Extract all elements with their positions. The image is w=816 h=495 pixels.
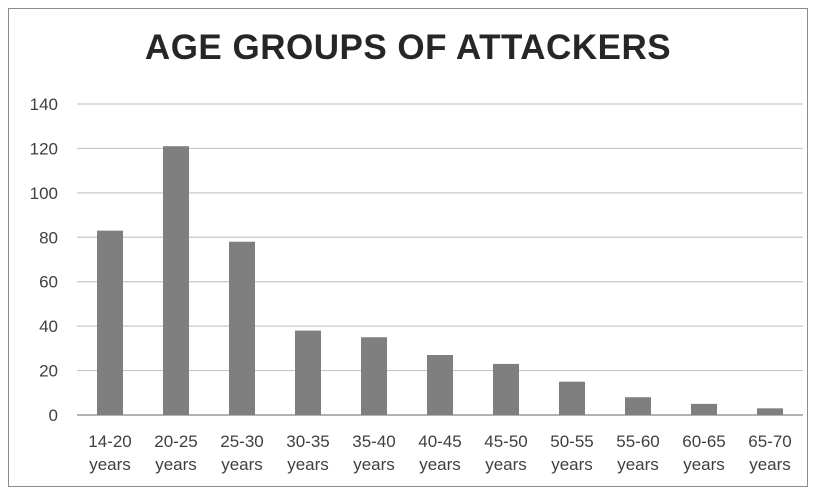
x-tick-label: 20-25 xyxy=(154,432,197,451)
x-tick-label: 60-65 xyxy=(682,432,725,451)
y-tick-label: 120 xyxy=(30,139,58,158)
y-tick-label: 0 xyxy=(49,406,58,425)
y-axis-ticks: 0 20 40 60 80 100 120 140 xyxy=(30,95,58,425)
x-tick-label: years xyxy=(617,455,659,474)
x-tick-label: 25-30 xyxy=(220,432,263,451)
y-tick-label: 80 xyxy=(39,228,58,247)
x-tick-label: years xyxy=(419,455,461,474)
x-tick-label: 45-50 xyxy=(484,432,527,451)
x-tick-label: years xyxy=(683,455,725,474)
x-tick-label: 35-40 xyxy=(352,432,395,451)
x-tick-label: 65-70 xyxy=(748,432,791,451)
x-tick-label: years xyxy=(353,455,395,474)
bar xyxy=(559,382,585,415)
x-tick-label: years xyxy=(155,455,197,474)
y-tick-label: 20 xyxy=(39,362,58,381)
x-tick-label: 55-60 xyxy=(616,432,659,451)
bar xyxy=(361,337,387,415)
bar xyxy=(757,408,783,415)
y-tick-label: 100 xyxy=(30,184,58,203)
x-tick-label: years xyxy=(749,455,791,474)
x-tick-label: 50-55 xyxy=(550,432,593,451)
bar xyxy=(625,397,651,415)
x-axis-ticks: 14-20 years 20-25 years 25-30 years 30-35 years… xyxy=(88,432,791,474)
bar xyxy=(163,146,189,415)
bar xyxy=(295,331,321,415)
x-tick-label: years xyxy=(287,455,329,474)
x-tick-label: years xyxy=(485,455,527,474)
y-tick-label: 140 xyxy=(30,95,58,114)
y-tick-label: 60 xyxy=(39,273,58,292)
bar xyxy=(427,355,453,415)
x-tick-label: 30-35 xyxy=(286,432,329,451)
bar xyxy=(493,364,519,415)
y-tick-label: 40 xyxy=(39,317,58,336)
x-tick-label: years xyxy=(551,455,593,474)
x-tick-label: 40-45 xyxy=(418,432,461,451)
x-tick-label: years xyxy=(89,455,131,474)
x-tick-label: years xyxy=(221,455,263,474)
x-tick-label: 14-20 xyxy=(88,432,131,451)
bars xyxy=(97,146,783,415)
bar xyxy=(229,242,255,415)
bar xyxy=(691,404,717,415)
bar xyxy=(97,231,123,415)
